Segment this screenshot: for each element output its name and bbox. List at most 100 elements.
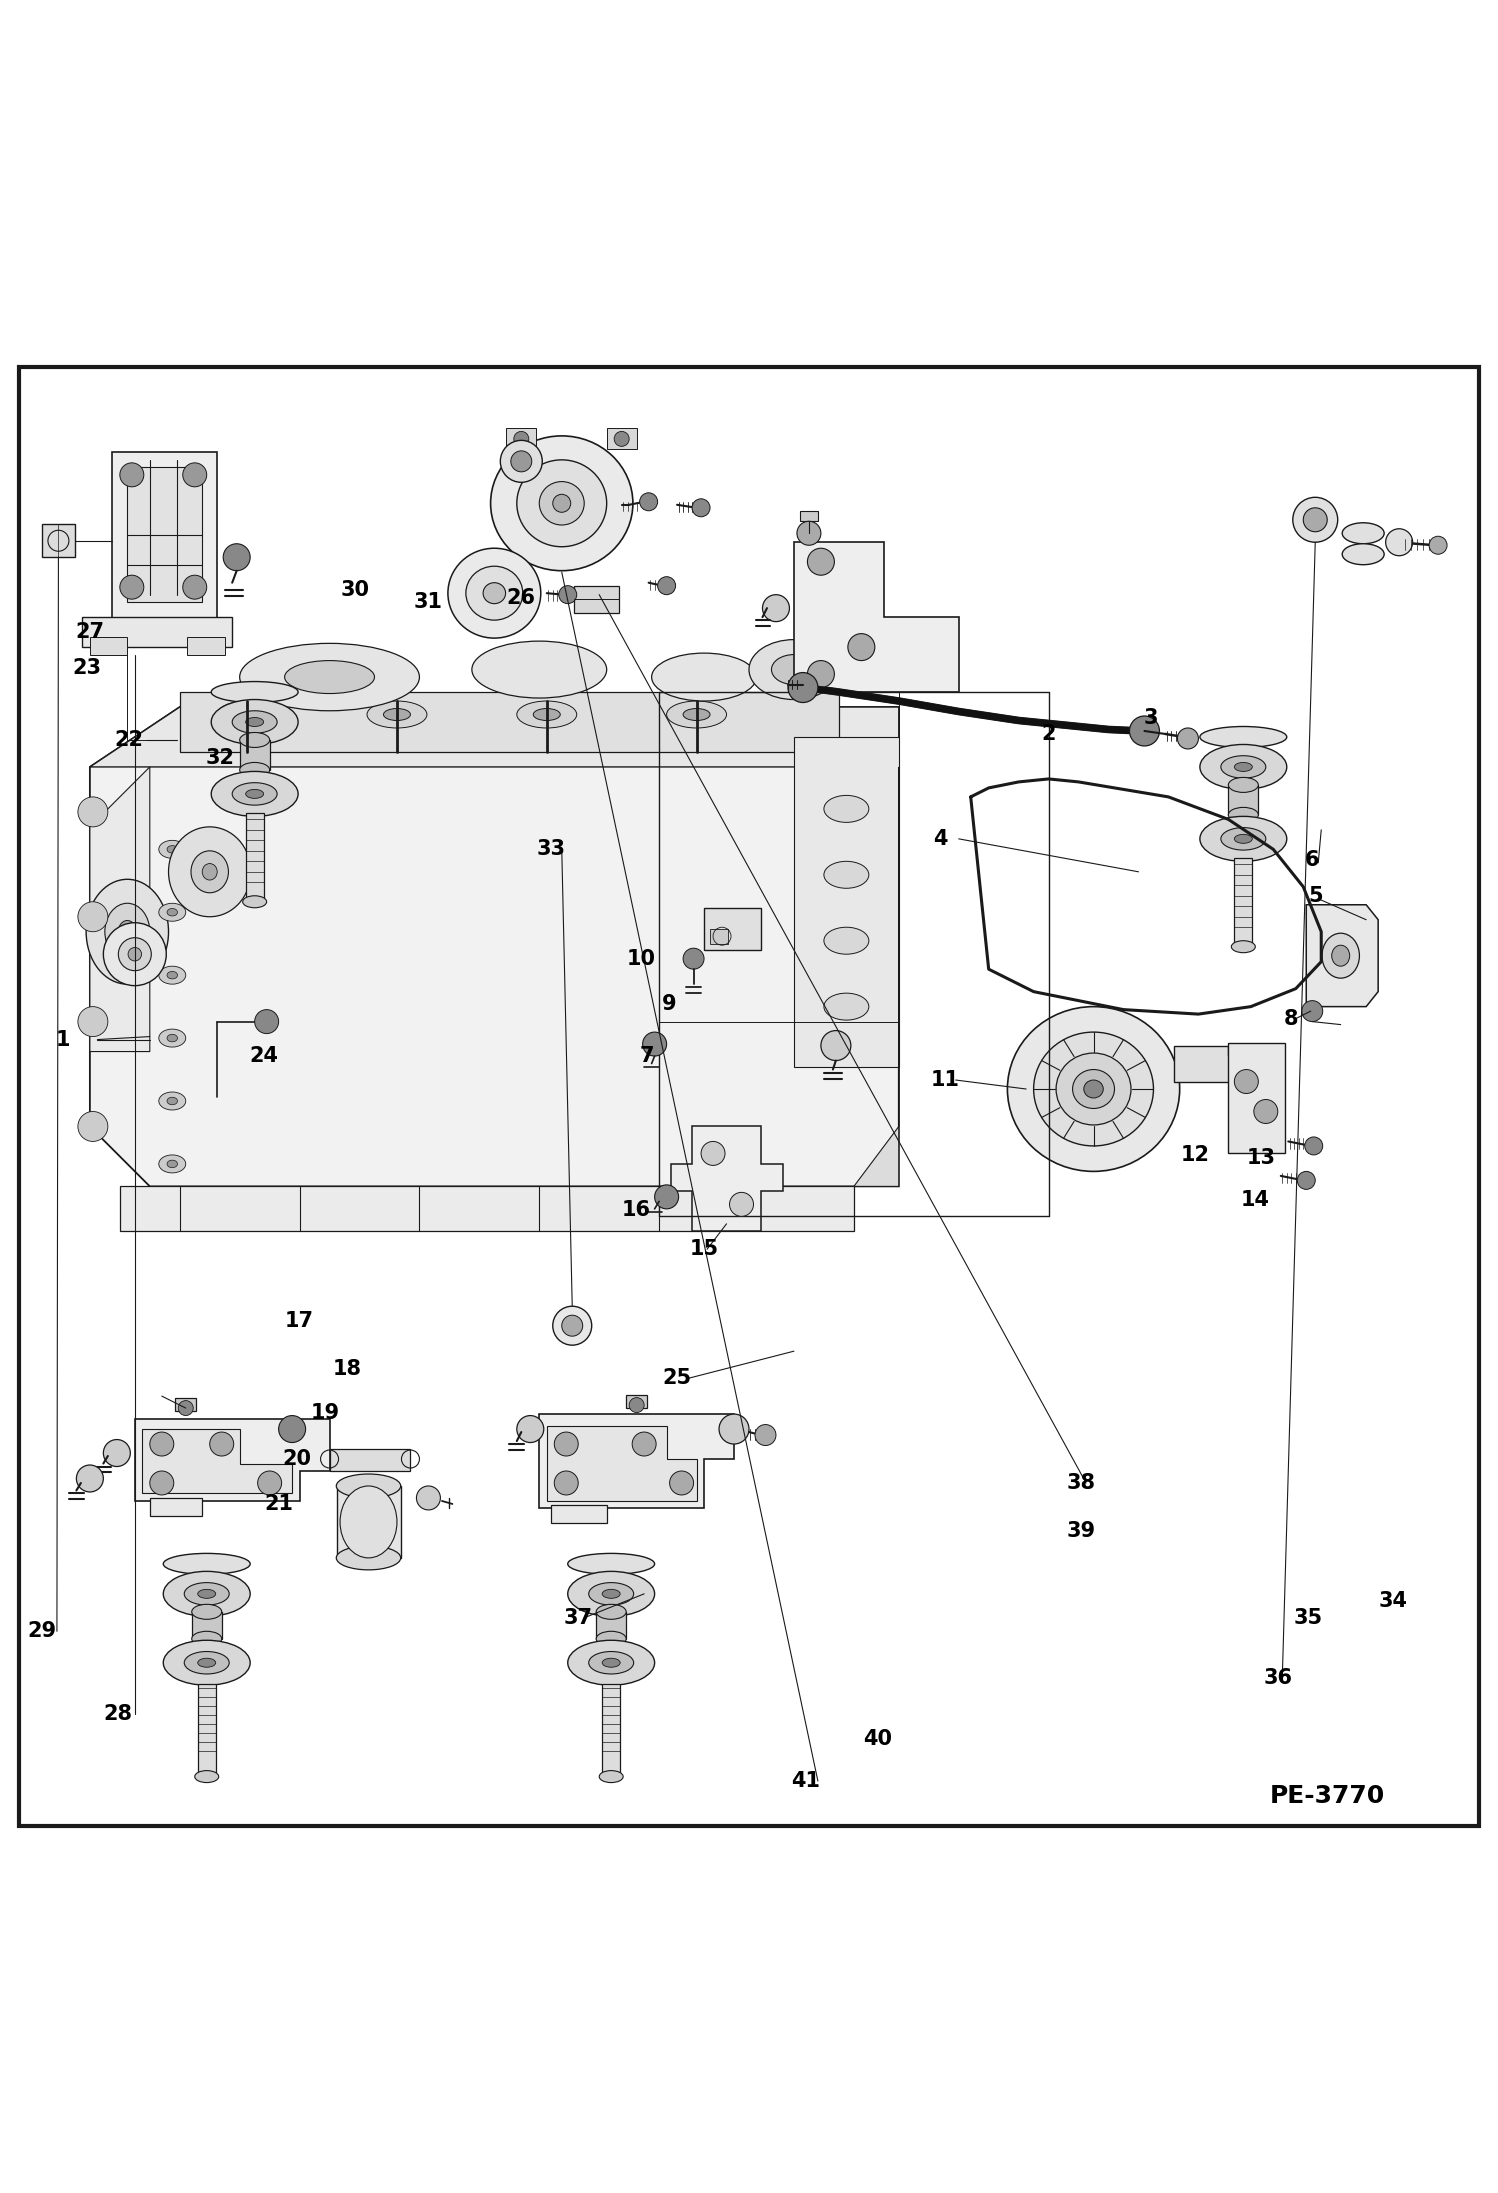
Ellipse shape [103,923,166,985]
Circle shape [76,1465,103,1491]
Text: 3: 3 [1143,708,1158,728]
Text: 14: 14 [1240,1191,1270,1211]
Text: 23: 23 [72,658,102,678]
Ellipse shape [1342,544,1384,566]
Text: 18: 18 [333,1360,363,1379]
Text: 13: 13 [1246,1147,1276,1169]
Polygon shape [1228,1042,1285,1154]
Polygon shape [198,1684,216,1774]
Ellipse shape [1234,763,1252,772]
Polygon shape [1306,906,1378,1007]
Ellipse shape [1228,779,1258,792]
Ellipse shape [198,1590,216,1599]
Circle shape [1305,1136,1323,1156]
Bar [175,1397,196,1410]
Circle shape [514,432,529,447]
Ellipse shape [1221,757,1266,779]
Ellipse shape [159,1092,186,1110]
Ellipse shape [1221,827,1266,851]
Ellipse shape [771,654,816,684]
Circle shape [1293,498,1338,542]
Circle shape [821,1031,851,1061]
Circle shape [755,1425,776,1445]
Circle shape [1429,537,1447,555]
Polygon shape [337,1487,401,1557]
Ellipse shape [159,904,186,921]
Circle shape [658,577,676,594]
Circle shape [807,548,834,575]
Ellipse shape [1231,941,1255,952]
Bar [180,693,839,752]
Ellipse shape [192,1632,222,1647]
Circle shape [1254,1099,1278,1123]
Circle shape [279,1414,306,1443]
Circle shape [640,493,658,511]
Circle shape [554,1432,578,1456]
Ellipse shape [1323,934,1360,978]
Ellipse shape [163,1572,250,1616]
Ellipse shape [1332,945,1350,967]
Circle shape [614,432,629,447]
Ellipse shape [184,1651,229,1673]
Text: 15: 15 [689,1239,719,1259]
Ellipse shape [1083,1079,1103,1099]
Circle shape [797,522,821,546]
Text: 11: 11 [930,1070,960,1090]
Circle shape [1129,715,1159,746]
Text: 38: 38 [1067,1474,1097,1493]
Text: 4: 4 [933,829,948,849]
Circle shape [643,1033,667,1057]
Ellipse shape [246,789,264,798]
Circle shape [500,441,542,482]
Polygon shape [596,1612,626,1638]
Circle shape [78,796,108,827]
Circle shape [655,1184,679,1208]
Text: 6: 6 [1305,851,1320,871]
Ellipse shape [246,717,264,726]
Circle shape [848,634,875,660]
Text: 32: 32 [205,748,235,768]
Ellipse shape [596,1632,626,1647]
Text: 12: 12 [1180,1145,1210,1164]
Ellipse shape [1234,833,1252,844]
Text: 22: 22 [114,730,144,750]
Ellipse shape [159,967,186,985]
Text: 36: 36 [1263,1667,1293,1689]
Ellipse shape [159,1156,186,1173]
Circle shape [554,1472,578,1496]
Circle shape [632,1432,656,1456]
Ellipse shape [340,1487,397,1557]
Ellipse shape [1200,743,1287,789]
Bar [42,524,75,557]
Bar [800,511,818,522]
Ellipse shape [159,840,186,857]
Polygon shape [1228,785,1258,816]
Ellipse shape [533,708,560,721]
Ellipse shape [184,1583,229,1605]
Ellipse shape [1228,807,1258,822]
Polygon shape [1234,857,1252,943]
Circle shape [120,463,144,487]
Circle shape [1177,728,1198,750]
Polygon shape [150,1498,202,1515]
Ellipse shape [491,436,632,570]
Polygon shape [142,1430,292,1493]
Ellipse shape [87,879,168,985]
Text: 25: 25 [662,1368,692,1388]
Text: 33: 33 [536,840,566,860]
Text: 7: 7 [640,1046,655,1066]
Ellipse shape [168,1160,178,1167]
Circle shape [210,1432,234,1456]
Ellipse shape [1200,816,1287,862]
Ellipse shape [553,493,571,513]
Text: 19: 19 [310,1404,340,1423]
Circle shape [78,901,108,932]
Ellipse shape [683,708,710,721]
Ellipse shape [240,643,419,711]
Text: 10: 10 [626,950,656,969]
Bar [506,428,536,450]
Text: 40: 40 [863,1728,893,1750]
Bar [607,428,637,450]
Polygon shape [671,1127,783,1230]
Ellipse shape [336,1474,400,1498]
